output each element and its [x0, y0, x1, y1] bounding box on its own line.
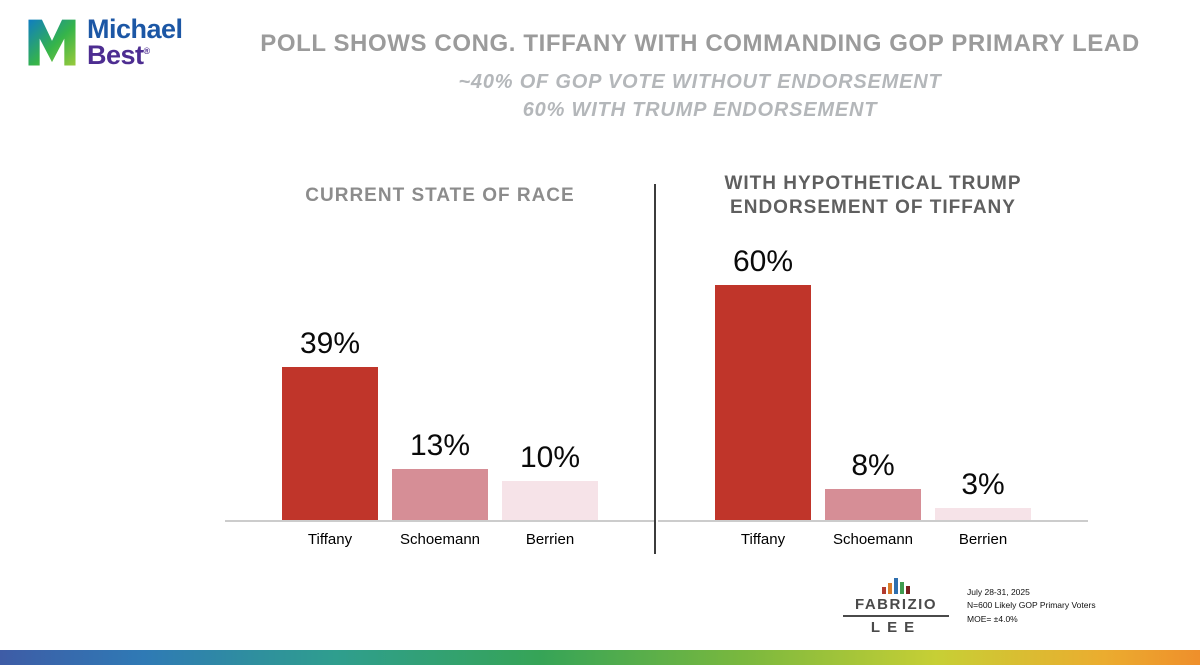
chart-current-state: CURRENT STATE OF RACE 39% 13% 10% Tiffany S…: [225, 165, 655, 548]
note-date: July 28-31, 2025: [967, 586, 1030, 597]
michael-best-wordmark: Michael Best®: [87, 14, 183, 69]
fabrizio-bars-icon: [843, 576, 949, 594]
subtitle-line2: 60% WITH TRUMP ENDORSEMENT: [522, 99, 878, 121]
category-labels: Tiffany Schoemann Berrien: [658, 531, 1088, 548]
note-moe: MOE= ±4.0%: [967, 613, 1018, 624]
chart-title: WITH HYPOTHETICAL TRUMP ENDORSEMENT OF T…: [724, 173, 1022, 218]
slide-subtitle: ~40% OF GOP VOTE WITHOUT ENDORSEMENT 60%…: [225, 68, 1175, 124]
category-label: Berrien: [525, 531, 575, 548]
bar-value-label: 3%: [961, 468, 1005, 501]
bar-berrien: 10%: [502, 441, 598, 520]
bar: [502, 481, 598, 520]
note-sample-size: N=600 Likely GOP Primary Voters: [967, 600, 1096, 611]
category-labels: Tiffany Schoemann Berrien: [225, 531, 655, 548]
brand-line2: Best®: [87, 40, 183, 71]
bar-tiffany: 60%: [715, 245, 811, 520]
michael-best-mark-icon: [28, 19, 76, 66]
slide-title: POLL SHOWS CONG. TIFFANY WITH COMMANDING…: [260, 30, 1140, 57]
bar: [282, 367, 378, 520]
category-label: Tiffany: [307, 531, 353, 548]
bar: [715, 285, 811, 520]
category-label: Schoemann: [832, 531, 914, 548]
bar-schoemann: 8%: [825, 449, 921, 520]
bar-schoemann: 13%: [392, 429, 488, 520]
registered-mark: ®: [143, 46, 151, 57]
poll-methodology-note: July 28-31, 2025 N=600 Likely GOP Primar…: [967, 586, 1096, 627]
bar-value-label: 8%: [851, 449, 895, 482]
bottom-gradient-bar: [0, 650, 1200, 665]
brand-line1: Michael: [87, 14, 183, 44]
bar-tiffany: 39%: [282, 327, 378, 520]
bar-value-label: 39%: [299, 327, 361, 360]
credits: FABRIZIO LEE July 28-31, 2025 N=600 Like…: [843, 576, 1096, 636]
fabrizio-name: FABRIZIO: [843, 596, 949, 617]
bar: [935, 508, 1031, 520]
brand-line2-text: Best: [87, 40, 144, 71]
fabrizio-lee: LEE: [870, 619, 922, 636]
category-label: Tiffany: [740, 531, 786, 548]
fabrizio-lee-logo: FABRIZIO LEE: [843, 576, 949, 636]
bar-value-label: 13%: [409, 429, 471, 462]
category-label: Berrien: [958, 531, 1008, 548]
bar: [825, 489, 921, 520]
bar: [392, 469, 488, 520]
category-label: Schoemann: [399, 531, 481, 548]
header: POLL SHOWS CONG. TIFFANY WITH COMMANDING…: [225, 30, 1175, 124]
michael-best-logo: Michael Best®: [24, 14, 183, 70]
bar-value-label: 60%: [732, 245, 794, 278]
bars: 39% 13% 10%: [225, 227, 655, 522]
chart-trump-endorsement: WITH HYPOTHETICAL TRUMP ENDORSEMENT OF T…: [658, 165, 1088, 548]
chart-title: CURRENT STATE OF RACE: [305, 185, 575, 207]
bars: 60% 8% 3%: [658, 227, 1088, 522]
bar-berrien: 3%: [935, 468, 1031, 520]
subtitle-line1: ~40% OF GOP VOTE WITHOUT ENDORSEMENT: [458, 71, 942, 93]
bar-value-label: 10%: [519, 441, 581, 474]
chart-divider: [654, 184, 656, 554]
